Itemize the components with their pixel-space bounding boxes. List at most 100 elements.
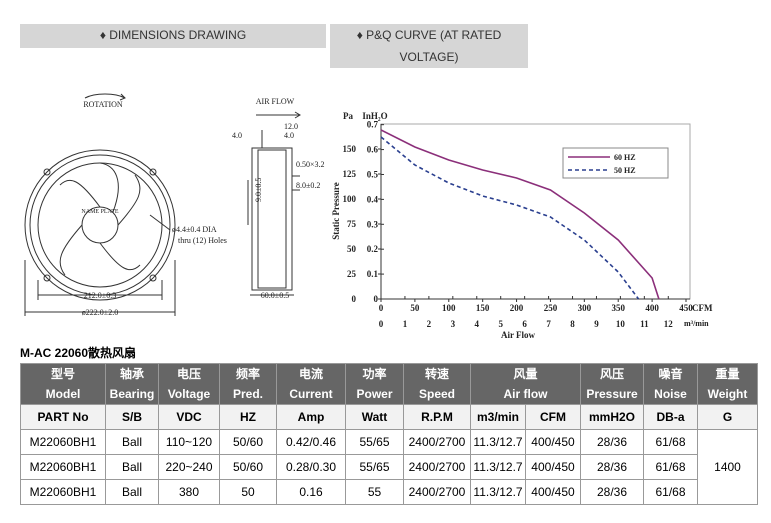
label: 4.0 xyxy=(284,131,294,140)
x-tick-label: 0 xyxy=(379,303,384,313)
header-text: 轴承 xyxy=(119,367,144,381)
cell: 风量 Air flow xyxy=(470,363,581,405)
header-text: 风压 xyxy=(599,367,624,381)
cell: 380 xyxy=(158,479,220,505)
cell: S/B xyxy=(105,404,159,430)
cell: 频率 Pred. xyxy=(219,363,277,405)
cell: 电流 Current xyxy=(276,363,346,405)
header-text: 频率 xyxy=(235,367,260,381)
label: 0.50×3.2 xyxy=(296,160,325,169)
spec-table: 型号 Model 轴承 Bearing 电压 Voltage 频率 Pred. 电流 Curren… xyxy=(20,363,758,505)
x-unit: CFM xyxy=(692,303,713,313)
x-tick-label: 100 xyxy=(442,303,456,313)
cell: Ball xyxy=(105,479,159,505)
x-tick-label: 50 xyxy=(410,303,420,313)
x2-tick-label: 4 xyxy=(475,319,480,329)
cell: 功率 Power xyxy=(345,363,404,405)
cell: R.P.M xyxy=(403,404,471,430)
cell: Amp xyxy=(276,404,346,430)
cell: 110~120 xyxy=(158,429,220,455)
series-line xyxy=(380,136,640,300)
cell: 220~240 xyxy=(158,454,220,480)
y2-tick-label: 0.5 xyxy=(367,169,379,179)
y2-tick-label: 0.1 xyxy=(367,269,379,279)
x2-tick-label: 3 xyxy=(451,319,456,329)
cell: 2400/2700 xyxy=(403,454,471,480)
cell: 50/60 xyxy=(219,429,277,455)
x2-tick-label: 10 xyxy=(616,319,626,329)
cell: HZ xyxy=(219,404,277,430)
cell: Watt xyxy=(345,404,404,430)
header-text: Model xyxy=(45,387,81,401)
y-tick-label: 50 xyxy=(347,244,357,254)
cell: PART No xyxy=(20,404,106,430)
y-tick-label: 100 xyxy=(343,194,357,204)
legend-label: 50 HZ xyxy=(614,166,636,175)
cell: 400/450 xyxy=(525,429,581,455)
header-text: Bearing xyxy=(109,387,155,401)
cell: 电压 Voltage xyxy=(158,363,220,405)
header-text: 电流 xyxy=(298,367,323,381)
label: 4.0 xyxy=(232,131,242,140)
x2-tick-label: 5 xyxy=(498,319,503,329)
header-text: 风量 xyxy=(513,367,538,381)
cell: 61/68 xyxy=(643,454,698,480)
cell: DB-a xyxy=(643,404,698,430)
label: AIR FLOW xyxy=(256,97,295,106)
y-tick-label: 150 xyxy=(343,144,357,154)
label: 9.0±0.5 xyxy=(254,178,263,202)
y2-tick-label: 0.6 xyxy=(367,145,379,155)
header-text: Pred. xyxy=(232,387,263,401)
label: 8.0±0.2 xyxy=(296,181,320,190)
header-text: 噪音 xyxy=(658,367,683,381)
cell: 0.16 xyxy=(276,479,346,505)
header-text: Noise xyxy=(654,387,687,401)
cell: M22060BH1 xyxy=(20,429,106,455)
x-tick-label: 450 xyxy=(679,303,693,313)
cell: 28/36 xyxy=(580,454,644,480)
cell: 61/68 xyxy=(643,429,698,455)
y-label: Static Pressure xyxy=(331,182,341,239)
cell: M22060BH1 xyxy=(20,454,106,480)
label: 60.0±0.5 xyxy=(261,291,289,300)
cell: G xyxy=(697,404,758,430)
series-line xyxy=(380,129,660,300)
x2-tick-label: 9 xyxy=(594,319,599,329)
cell: 0.28/0.30 xyxy=(276,454,346,480)
header-text: 功率 xyxy=(362,367,387,381)
x2-unit: m³/min xyxy=(684,319,709,328)
cell: 0.42/0.46 xyxy=(276,429,346,455)
cell: Ball xyxy=(105,454,159,480)
label: NAME PLATE xyxy=(81,209,119,215)
y2-tick-label: 0.2 xyxy=(367,244,379,254)
row: PART No S/B VDC HZ Amp Watt R.P.M m3/min CFM mmH2… xyxy=(20,404,758,430)
x2-tick-label: 1 xyxy=(403,319,408,329)
x2-tick-label: 0 xyxy=(379,319,384,329)
cell: 400/450 xyxy=(525,479,581,505)
cell: 1400 xyxy=(697,429,758,505)
cell: 28/36 xyxy=(580,429,644,455)
header-text: 电压 xyxy=(176,367,201,381)
y2-tick-label: 0.4 xyxy=(367,194,379,204)
cell: 11.3/12.7 xyxy=(470,454,526,480)
cell: 风压 Pressure xyxy=(580,363,644,405)
row: M22060BH1 Ball 220~240 50/60 0.28/0.30 55/65 2… xyxy=(20,454,758,480)
label: thru (12) Holes xyxy=(178,236,227,245)
cell: 转速 Speed xyxy=(403,363,471,405)
cell: mmH2O xyxy=(580,404,644,430)
label: ø4.4±0.4 DIA xyxy=(172,225,217,234)
tab: ♦ DIMENSIONS DRAWING xyxy=(20,24,326,48)
x-tick-label: 200 xyxy=(510,303,524,313)
header-text: 重量 xyxy=(715,367,740,381)
header-text: 转速 xyxy=(424,367,449,381)
y-tick-label: 125 xyxy=(343,169,357,179)
cell: 55 xyxy=(345,479,404,505)
header-text: Current xyxy=(289,387,333,401)
row: M22060BH1 Ball 380 50 0.16 55 2400/2700 11.3/12… xyxy=(20,479,758,505)
x-tick-label: 250 xyxy=(544,303,558,313)
y-tick-label: 0 xyxy=(352,294,357,304)
cell: 轴承 Bearing xyxy=(105,363,159,405)
y-tick-label: 25 xyxy=(347,269,357,279)
